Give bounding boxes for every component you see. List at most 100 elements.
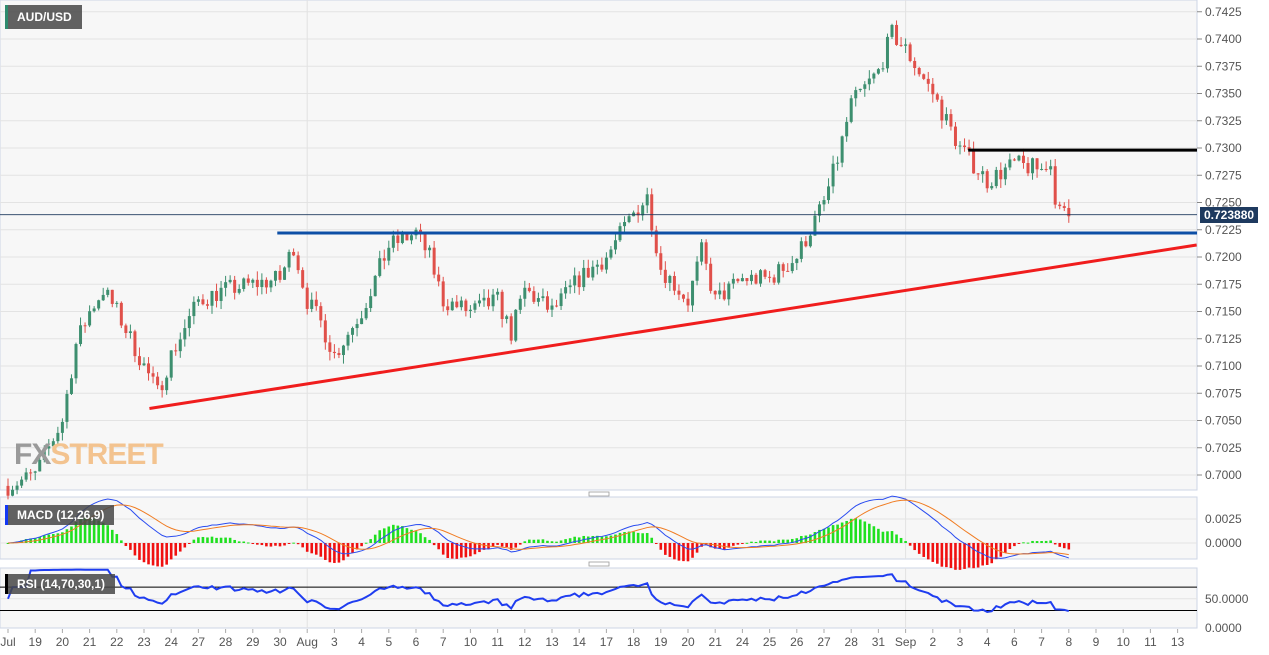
candle-body: [446, 306, 450, 311]
macd-histogram-bar: [256, 543, 259, 545]
candle-body: [972, 149, 976, 174]
date-label: 22: [110, 635, 124, 649]
date-label: 4: [358, 635, 365, 649]
macd-histogram-bar: [654, 543, 658, 544]
price-panel: [0, 0, 1198, 491]
macd-histogram-bar: [292, 542, 295, 544]
candle-body: [92, 308, 96, 312]
candle-body: [301, 270, 305, 288]
macd-histogram-bar: [568, 538, 572, 543]
macd-histogram-bar: [863, 521, 867, 543]
date-label: 13: [545, 635, 559, 649]
macd-histogram-bar: [97, 520, 100, 543]
price-tick-label: 0.7350: [1205, 87, 1242, 101]
candle-body: [573, 275, 577, 286]
macd-histogram-bar: [750, 541, 753, 543]
macd-histogram-bar: [745, 542, 749, 544]
rsi-tick-label: 0.0000: [1205, 621, 1242, 635]
candle-body: [264, 279, 268, 288]
macd-histogram-bar: [120, 540, 123, 543]
macd-histogram-bar: [29, 538, 32, 543]
candle-body: [994, 169, 998, 187]
macd-histogram-bar: [732, 543, 735, 546]
candle-body: [532, 291, 536, 302]
date-label: 11: [1144, 635, 1157, 649]
macd-histogram-bar: [908, 543, 912, 546]
macd-histogram-bar: [858, 519, 862, 543]
macd-histogram-bar: [328, 543, 332, 563]
candle-body: [42, 448, 46, 460]
macd-histogram-bar: [296, 543, 300, 545]
panel-resize-handle[interactable]: [588, 561, 610, 567]
candle-body: [672, 275, 676, 291]
candle-body: [686, 298, 690, 306]
date-label: 21: [709, 635, 723, 649]
candle-body: [360, 318, 364, 325]
candle-body: [736, 278, 740, 282]
candle-body: [681, 294, 685, 299]
candle-body: [609, 249, 613, 258]
macd-histogram-bar: [74, 521, 78, 543]
candle-body: [700, 242, 704, 262]
candle-body: [1026, 163, 1030, 174]
candle-body: [450, 301, 454, 311]
date-label: 6: [1011, 635, 1018, 649]
macd-histogram-bar: [206, 537, 209, 543]
date-label: 24: [736, 635, 750, 649]
macd-histogram-bar: [827, 527, 830, 543]
candle-body: [314, 299, 318, 307]
macd-histogram-bar: [573, 536, 576, 543]
candle-body: [128, 331, 132, 333]
price-tick-label: 0.7375: [1205, 59, 1242, 73]
candle-body: [827, 186, 831, 201]
macd-histogram-bar: [985, 543, 989, 565]
candle-body: [709, 263, 713, 291]
candle-body: [985, 171, 989, 189]
macd-histogram-bar: [478, 543, 481, 553]
candle-body: [1044, 168, 1048, 170]
candle-body: [668, 275, 672, 283]
candle-body: [981, 171, 985, 175]
macd-histogram-bar: [1008, 543, 1012, 549]
macd-histogram-bar: [741, 543, 744, 544]
candle-body: [763, 270, 767, 277]
macd-histogram-bar: [147, 543, 150, 565]
date-label: 11: [491, 635, 504, 649]
macd-histogram-bar: [736, 543, 740, 545]
macd-histogram-bar: [20, 540, 23, 543]
candle-body: [464, 300, 468, 311]
macd-histogram-bar: [759, 540, 762, 543]
macd-histogram-bar: [650, 537, 654, 543]
candle-body: [473, 303, 477, 310]
macd-histogram-bar: [931, 543, 935, 562]
candle-body: [731, 278, 735, 284]
macd-histogram-bar: [160, 543, 164, 567]
date-label: 20: [681, 635, 695, 649]
macd-histogram-bar: [269, 543, 273, 547]
candle-body: [663, 269, 667, 283]
macd-histogram-bar: [373, 534, 377, 543]
candle-body: [627, 216, 631, 222]
macd-histogram-bar: [605, 536, 608, 543]
candle-body: [790, 263, 794, 272]
macd-histogram-bar: [958, 543, 962, 570]
macd-histogram-bar: [713, 543, 717, 549]
date-label: 21: [83, 635, 97, 649]
candle-body: [745, 278, 749, 282]
panel-resize-handle[interactable]: [588, 491, 610, 497]
candle-body: [623, 221, 627, 227]
macd-histogram-bar: [314, 543, 318, 555]
macd-histogram-bar: [917, 543, 921, 554]
candle-body: [953, 126, 957, 146]
candle-body: [400, 233, 404, 243]
candle-body: [722, 290, 726, 300]
date-label: 25: [763, 635, 777, 649]
date-label: 4: [984, 635, 991, 649]
macd-histogram-bar: [6, 543, 10, 544]
macd-histogram-bar: [926, 543, 930, 560]
fxstreet-watermark: FXSTREET: [14, 438, 164, 472]
date-label: 19: [29, 635, 43, 649]
candle-body: [727, 283, 731, 300]
macd-tick-label: 0.0025: [1205, 512, 1242, 526]
candle-body: [867, 78, 871, 85]
